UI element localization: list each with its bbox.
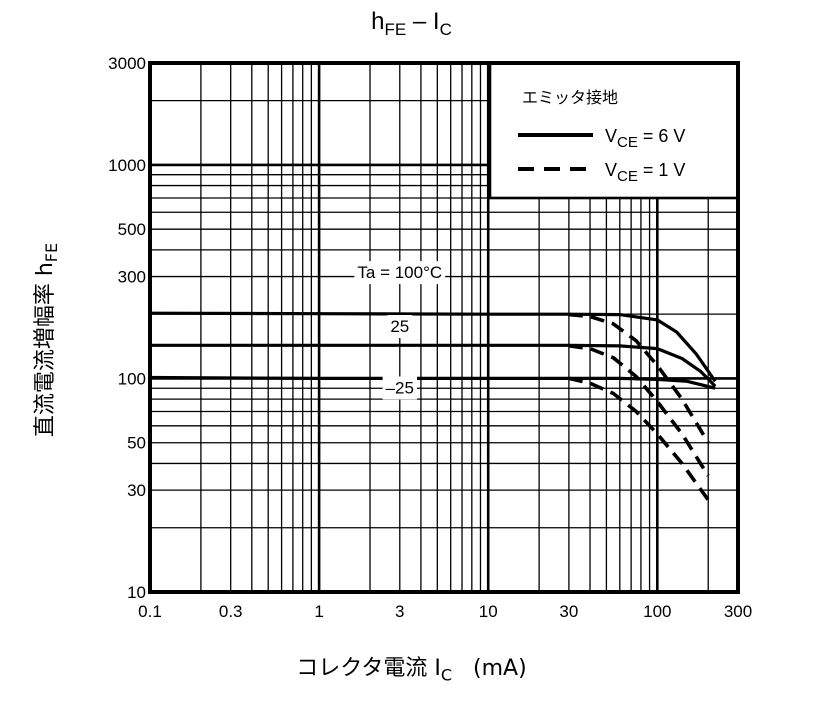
x-tick-label: 3	[395, 602, 404, 621]
title-separator: – I	[406, 8, 440, 35]
series-line-dashed-ta-m25	[568, 376, 710, 501]
series-line-solid-ta-m25	[149, 375, 716, 390]
x-axis-label-unit: (mA)	[473, 656, 527, 681]
curve-label-background	[354, 261, 446, 285]
series-line-dashed-ta-25	[568, 344, 710, 477]
legend: エミッタ接地 VCE = 6 V VCE = 1 V	[488, 61, 740, 200]
x-axis-label-subscript: C	[440, 665, 453, 685]
series-line-solid-ta-25	[150, 343, 717, 388]
annotations: Ta = 100°C 25 –25	[354, 261, 446, 400]
curve-label-background	[387, 315, 413, 339]
x-tick-label: 300	[724, 602, 752, 621]
legend-entry-label: VCE = 6 V	[605, 126, 685, 151]
legend-title: エミッタ接地	[522, 88, 618, 107]
title-ic-subscript: C	[439, 19, 452, 39]
title-h: h	[371, 8, 385, 35]
y-tick-label: 30	[127, 481, 146, 500]
y-tick-label: 3000	[108, 54, 146, 73]
x-axis-label: コレクタ電流 IC (mA)	[0, 650, 823, 684]
x-tick-label: 30	[559, 602, 578, 621]
x-tick-label: 0.1	[138, 602, 162, 621]
series-group	[149, 311, 717, 501]
legend-box	[488, 61, 740, 200]
x-tick-label: 10	[479, 602, 498, 621]
series-line-dashed-ta-100	[568, 312, 710, 444]
y-tick-label: 50	[127, 434, 146, 453]
curve-label-background	[382, 376, 417, 400]
series-line-solid-ta-100	[149, 311, 717, 383]
x-tick-label: 100	[643, 602, 671, 621]
plot-frame	[148, 61, 740, 594]
chart-title: hFE – IC	[0, 8, 823, 40]
curve-label: Ta = 100°C	[357, 263, 442, 282]
x-tick-label: 1	[314, 602, 323, 621]
title-h-subscript: FE	[384, 19, 407, 39]
y-tick-label: 1000	[108, 156, 146, 175]
y-tick-label: 500	[118, 220, 146, 239]
legend-entry-label: VCE = 1 V	[605, 160, 685, 185]
y-tick-label: 300	[118, 268, 146, 287]
y-tick-label: 100	[118, 369, 146, 388]
tick-labels: 0.1 0.3 1 3 10 30 100 300 10 30 50 100 300 500 1000 300…	[108, 54, 752, 621]
y-tick-label: 10	[127, 583, 146, 602]
x-axis-label-text: コレクタ電流 I	[296, 656, 441, 681]
curve-label: 25	[390, 317, 409, 336]
curve-label: –25	[386, 379, 414, 398]
x-tick-label: 0.3	[219, 602, 243, 621]
